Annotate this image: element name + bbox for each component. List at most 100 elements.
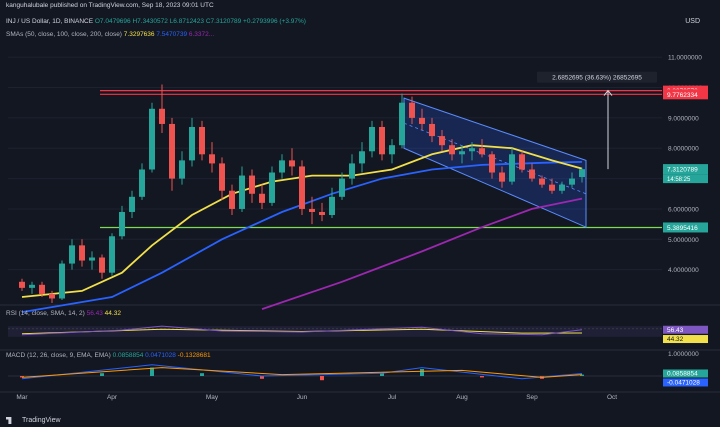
candle-body — [299, 166, 305, 209]
brand-name: TradingView — [22, 417, 61, 424]
candle-body — [59, 263, 65, 299]
macd-hist-bar — [380, 373, 384, 376]
rsi-line — [21, 325, 583, 336]
candle-body — [309, 208, 315, 212]
x-tick-label: Mar — [16, 394, 28, 401]
candle-body — [239, 175, 245, 209]
candle-body — [129, 196, 135, 212]
measure-label: 2.6852695 (36.63%) 26852695 — [552, 75, 642, 82]
x-tick-label: Aug — [456, 394, 468, 401]
macd-value: 0.0858854 — [112, 352, 144, 359]
candle-body — [459, 151, 465, 155]
candle-body — [189, 126, 195, 161]
candle-body — [409, 102, 415, 118]
candle-body — [199, 126, 205, 155]
measure-arrowhead — [603, 89, 613, 96]
candle-body — [289, 160, 295, 167]
sma200-line — [261, 197, 583, 310]
macd-hist-bar — [100, 373, 104, 376]
candle-body — [549, 184, 555, 191]
tradingview-logo-icon — [6, 417, 12, 424]
candle-body — [49, 293, 55, 299]
candle-body — [169, 123, 175, 179]
rsi-value-tag — [663, 325, 708, 334]
price-tag-label: 5.3895416 — [667, 225, 698, 232]
time-axis[interactable]: Mar Apr May Jun Jul Aug Sep Oct — [16, 394, 617, 401]
countdown-tag — [663, 174, 708, 184]
rsi-ma-tag-label: 44.32 — [667, 336, 684, 343]
sma100-value: 7.5470739 — [156, 31, 188, 38]
rsi-band — [8, 326, 662, 337]
candle-body — [439, 136, 445, 146]
candle-body — [219, 163, 225, 191]
macd-signal-tag — [663, 378, 708, 387]
candle-body — [569, 178, 575, 185]
candle-body — [559, 184, 565, 191]
candle-body — [479, 148, 485, 155]
macd-label: MACD (12, 26, close, 9, EMA, EMA) — [6, 352, 111, 359]
candle-body — [469, 148, 475, 152]
tradingview-brand: TradingView — [6, 417, 61, 424]
x-tick-label: Jul — [388, 394, 397, 401]
sma50-line — [21, 144, 583, 298]
candle-body — [29, 284, 35, 288]
y-tick-label: 8.0000000 — [668, 146, 699, 153]
price-tag — [663, 222, 708, 233]
rsi-legend[interactable]: RSI (14, close, SMA, 14, 2) 56.43 44.32 — [6, 310, 121, 317]
candle-body — [99, 257, 105, 273]
candle-body — [229, 190, 235, 209]
candle-body — [279, 160, 285, 173]
candle-body — [89, 257, 95, 261]
candle-body — [349, 163, 355, 179]
resistance-lines — [100, 90, 662, 95]
price-tag — [663, 89, 708, 100]
macd-hist-bar — [200, 373, 204, 376]
macd-hist-bar — [320, 376, 324, 381]
x-tick-label: Apr — [107, 394, 118, 401]
macd-signal-tag-label: -0.0471028 — [667, 379, 700, 386]
candle-body — [429, 123, 435, 137]
candle-body — [269, 172, 275, 203]
candle-body — [389, 145, 395, 155]
y-tick-label: 9.0000000 — [668, 115, 699, 122]
symbol-name: INJ / US Dollar, 1D, BINANCE — [6, 18, 94, 25]
currency-label[interactable]: USD — [685, 18, 700, 25]
candle-body — [149, 108, 155, 170]
candle-body — [359, 151, 365, 164]
measure-tool: 2.6852695 (36.63%) 26852695 — [537, 71, 657, 170]
candle-body — [249, 175, 255, 194]
candle-body — [499, 172, 505, 182]
candle-body — [509, 154, 515, 182]
candle-body — [79, 245, 85, 261]
candle-body — [109, 236, 115, 273]
candle-body — [489, 154, 495, 173]
sma-legend[interactable]: SMAs (50, close, 100, close, 200, close)… — [6, 31, 214, 38]
macd-signal-value: 0.0471028 — [145, 352, 176, 359]
macd-line — [21, 364, 583, 380]
sma-label: SMAs (50, close, 100, close, 200, close) — [6, 31, 122, 38]
macd-hist-bar — [260, 376, 264, 379]
candle-body — [419, 117, 425, 124]
candle-body — [159, 108, 165, 124]
macd-ref-label: 1.0000000 — [668, 351, 699, 358]
candle-body — [449, 145, 455, 155]
price-tag-label: 7.3120789 — [667, 167, 698, 174]
rsi-value: 56.43 — [86, 310, 103, 317]
symbol-legend[interactable]: INJ / US Dollar, 1D, BINANCE O7.0479696 … — [6, 18, 306, 25]
macd-pane[interactable]: 1.0000000 0.0858854 -0.0471028 — [8, 351, 708, 387]
candle-body — [329, 196, 335, 216]
macd-value-tag-label: 0.0858854 — [667, 370, 698, 377]
macd-legend[interactable]: MACD (12, 26, close, 9, EMA, EMA) 0.0858… — [6, 352, 211, 359]
price-tag — [663, 164, 708, 175]
x-tick-label: May — [206, 394, 219, 401]
macd-hist-bar — [20, 376, 24, 378]
x-tick-label: Oct — [607, 394, 617, 401]
y-tick-label: 11.0000000 — [668, 55, 702, 62]
macd-hist-bar — [420, 369, 424, 376]
candle-body — [119, 211, 125, 237]
y-tick-label: 4.0000000 — [668, 267, 699, 274]
countdown-label: 14:58:25 — [667, 177, 691, 183]
price-axis[interactable]: 11.000000010.00000009.00000008.00000007.… — [663, 55, 708, 274]
